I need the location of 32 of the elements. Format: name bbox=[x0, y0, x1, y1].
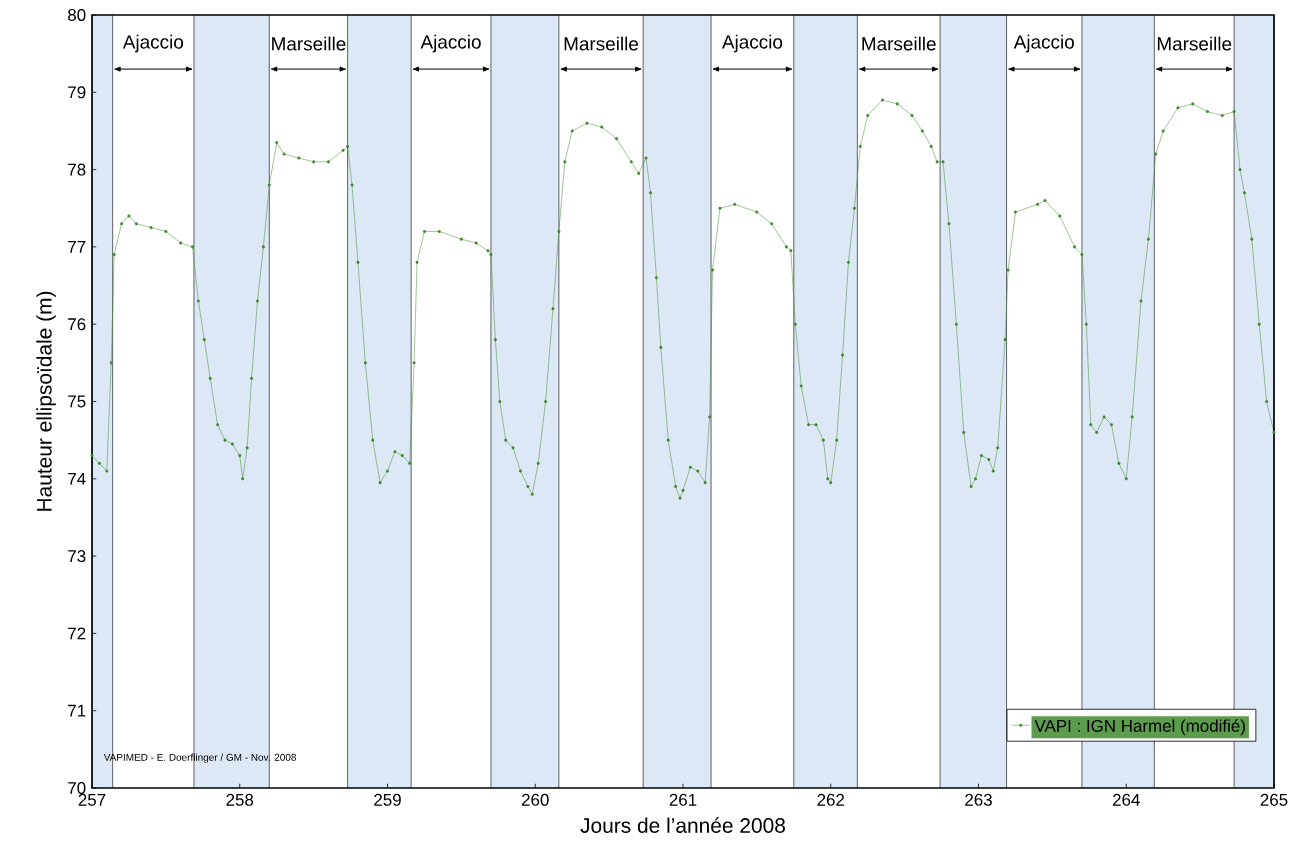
annotation: VAPIMED - E. Doerflinger / GM - Nov. 2008 bbox=[103, 753, 296, 763]
y-tick-label: 78 bbox=[68, 163, 86, 176]
x-tick-label: 260 bbox=[521, 793, 549, 806]
annotation: Marseille bbox=[272, 36, 346, 51]
y-tick-label: 79 bbox=[68, 86, 86, 99]
y-tick-label: 75 bbox=[68, 395, 86, 408]
x-tick-label: 265 bbox=[1260, 793, 1288, 806]
y-tick-label: 80 bbox=[68, 8, 86, 21]
y-tick-label: 71 bbox=[68, 704, 86, 717]
y-tick-label: 72 bbox=[68, 627, 86, 640]
x-axis-title: Jours de l’année 2008 bbox=[580, 817, 785, 833]
annotation: Ajaccio bbox=[721, 34, 783, 53]
y-tick-label: 77 bbox=[68, 241, 86, 253]
annotation: Marseille bbox=[1157, 36, 1232, 51]
y-axis-title: Hauteur ellipsoïdale (m) bbox=[36, 291, 56, 511]
x-tick-label: 259 bbox=[374, 793, 401, 806]
x-tick-label: 257 bbox=[78, 793, 106, 806]
annotation: Ajaccio bbox=[122, 34, 184, 53]
x-tick-label: 263 bbox=[965, 793, 992, 806]
legend-label: VAPI : IGN Harmel (modifié) bbox=[1034, 719, 1245, 736]
y-tick-label: 74 bbox=[68, 472, 86, 485]
y-tick-label: 73 bbox=[68, 550, 86, 563]
y-tick-label: 70 bbox=[68, 782, 86, 794]
x-tick-label: 258 bbox=[226, 793, 254, 806]
annotation: Ajaccio bbox=[1013, 34, 1074, 53]
annotation: Marseille bbox=[862, 36, 936, 51]
x-tick-label: 262 bbox=[817, 793, 845, 806]
y-tick-label: 76 bbox=[68, 318, 86, 331]
x-tick-label: 261 bbox=[669, 793, 697, 806]
annotation: Ajaccio bbox=[420, 34, 481, 53]
x-tick-label: 264 bbox=[1112, 793, 1140, 806]
annotation: Marseille bbox=[564, 36, 639, 51]
